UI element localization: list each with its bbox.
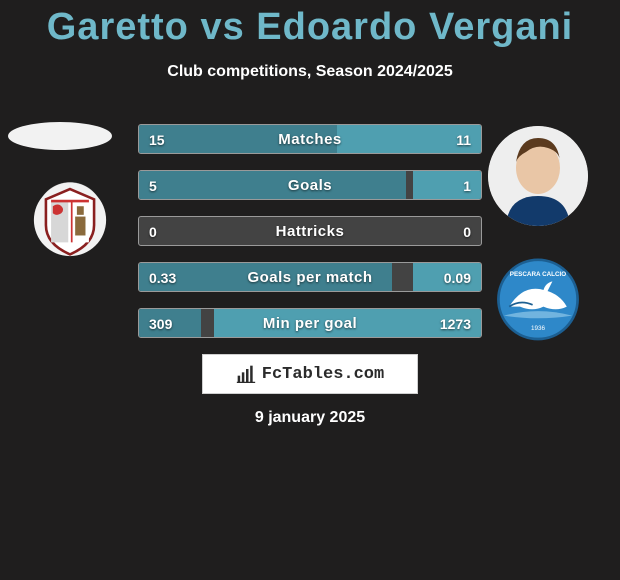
- player-left-avatar: [8, 122, 112, 150]
- stat-left-value: 15: [139, 125, 175, 153]
- stat-row: Goals5 1: [138, 170, 482, 200]
- svg-text:PESCARA CALCIO: PESCARA CALCIO: [510, 271, 567, 278]
- watermark-text: FcTables.com: [262, 365, 384, 384]
- svg-text:1936: 1936: [531, 325, 546, 332]
- stat-row: Min per goal3091273: [138, 308, 482, 338]
- stat-label: Goals per match: [139, 263, 481, 291]
- stat-left-value: 309: [139, 309, 182, 337]
- comparison-title: Garetto vs Edoardo Vergani: [0, 0, 620, 49]
- snapshot-date: 9 january 2025: [0, 409, 620, 427]
- stat-right-value: 1273: [430, 309, 481, 337]
- comparison-subtitle: Club competitions, Season 2024/2025: [0, 63, 620, 81]
- stat-row: Goals per match0.33 0.09: [138, 262, 482, 292]
- stat-right-value: 11: [446, 125, 481, 153]
- stat-right-value: 1: [453, 171, 481, 199]
- player-right-avatar: [488, 126, 588, 226]
- stat-row: Hattricks0 0: [138, 216, 482, 246]
- stat-left-value: 5: [139, 171, 167, 199]
- stat-row: Matches15 11: [138, 124, 482, 154]
- stat-left-value: 0.33: [139, 263, 186, 291]
- stat-label: Hattricks: [139, 217, 481, 245]
- club-right-badge: PESCARA CALCIO 1936: [486, 258, 590, 348]
- club-left-badge: [20, 177, 120, 263]
- stat-left-value: 0: [139, 217, 167, 245]
- stat-right-value: 0.09: [434, 263, 481, 291]
- stat-right-value: 0: [453, 217, 481, 245]
- stat-label: Goals: [139, 171, 481, 199]
- stats-bars: Matches15 11 Goals5 1 Hattricks0 0 Goals per m…: [138, 124, 482, 354]
- watermark-badge: FcTables.com: [202, 354, 418, 394]
- bar-chart-icon: [236, 364, 256, 384]
- stat-label: Matches: [139, 125, 481, 153]
